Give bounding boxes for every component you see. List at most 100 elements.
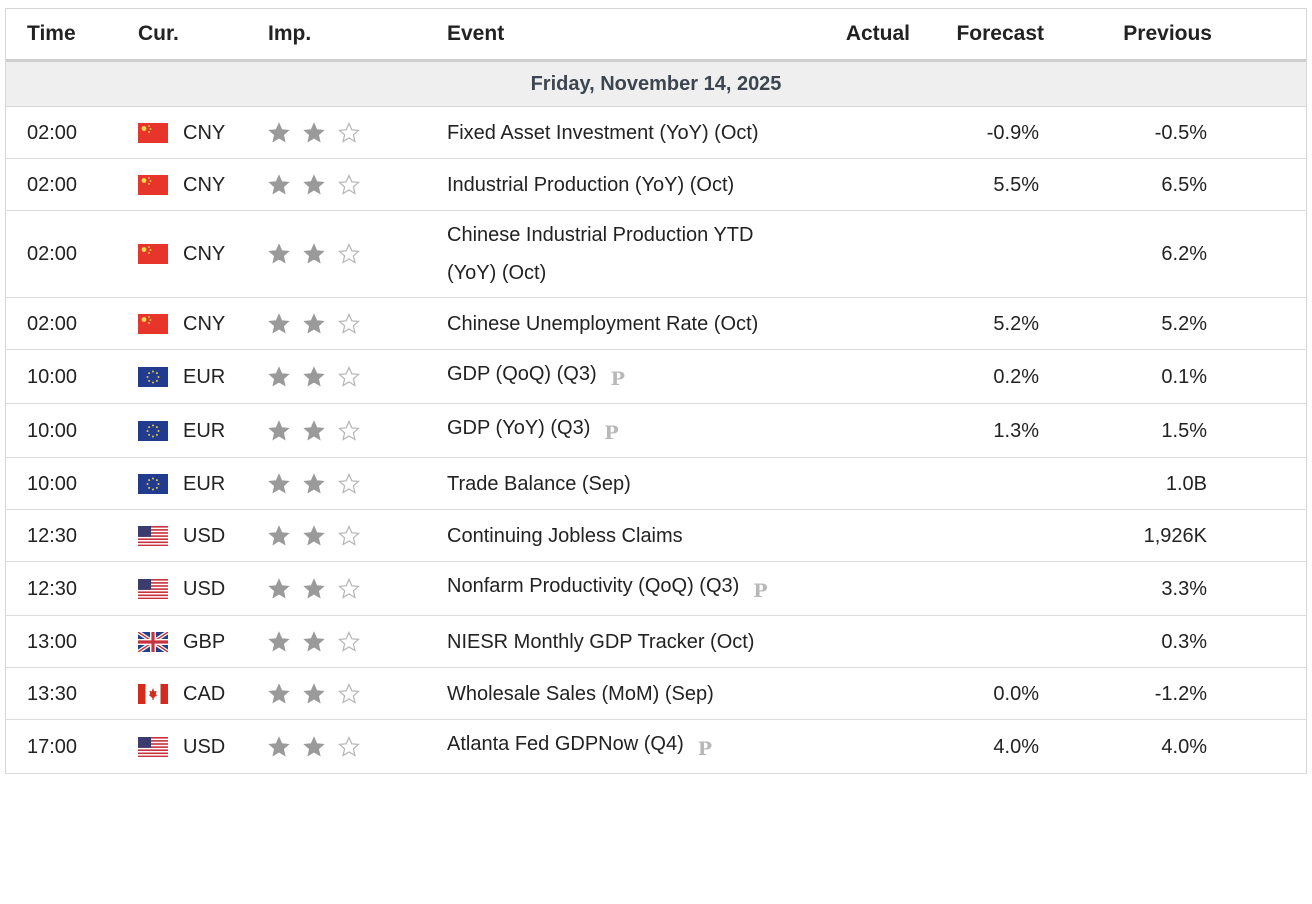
currency-cell: USD	[138, 517, 268, 555]
header-cell: Time	[27, 22, 76, 45]
header-cell: Actual	[845, 22, 910, 45]
flag	[138, 122, 168, 143]
currency-cell: CNY	[138, 235, 268, 273]
star-empty	[338, 524, 360, 546]
flag	[138, 525, 168, 546]
previous: -1.2%	[1154, 682, 1207, 705]
star-filled	[268, 419, 290, 441]
previous: -0.5%	[1154, 121, 1207, 144]
star-filled	[268, 682, 290, 704]
event-name: Chinese Industrial Production YTD (YoY) …	[447, 224, 754, 284]
event-cell: Nonfarm Productivity (QoQ) (Q3) P	[447, 567, 801, 610]
currency-cell: GBP	[138, 623, 268, 661]
forecast: -0.9%	[986, 121, 1039, 144]
star-filled	[303, 682, 325, 704]
currency: CNY	[183, 121, 226, 144]
time: 13:00	[27, 630, 78, 653]
star-filled	[268, 121, 290, 143]
flag	[138, 736, 168, 757]
currency: CAD	[183, 682, 226, 705]
importance	[268, 243, 447, 265]
time: 02:00	[27, 173, 78, 196]
time: 10:00	[27, 419, 78, 442]
event-name: GDP (YoY) (Q3)	[447, 417, 591, 439]
star-empty	[338, 630, 360, 652]
previous: 0.3%	[1161, 630, 1207, 653]
time: 10:00	[27, 365, 78, 388]
event-name: Atlanta Fed GDPNow (Q4)	[447, 733, 684, 755]
importance	[268, 577, 447, 600]
star-empty	[338, 472, 360, 494]
star-empty	[338, 121, 360, 143]
previous: 6.2%	[1161, 243, 1207, 265]
star-filled	[268, 243, 290, 264]
event-name: Wholesale Sales (MoM) (Sep)	[447, 682, 714, 705]
event-cell: Chinese Unemployment Rate (Oct)	[447, 305, 801, 343]
event-row: 10:00 EUR Trade Balance (Sep) 1.0B	[6, 458, 1306, 510]
event-row: 10:00 EUR GDP (YoY) (Q3) P 1.3% 1.5%	[6, 404, 1306, 458]
currency-cell: EUR	[138, 412, 268, 450]
event-name: GDP (QoQ) (Q3)	[447, 363, 597, 385]
currency: USD	[183, 735, 226, 758]
currency: GBP	[183, 630, 226, 653]
importance	[268, 472, 447, 495]
currency: CNY	[183, 173, 226, 196]
time: 13:30	[27, 682, 78, 705]
time: 02:00	[27, 243, 78, 265]
header-cell: Imp.	[268, 22, 312, 45]
event-cell: NIESR Monthly GDP Tracker (Oct)	[447, 623, 801, 661]
currency-cell: EUR	[138, 358, 268, 396]
event-cell: Atlanta Fed GDPNow (Q4) P	[447, 725, 801, 768]
time: 12:30	[27, 577, 78, 600]
star-filled	[268, 524, 290, 546]
flag	[138, 313, 168, 334]
event-name: Continuing Jobless Claims	[447, 524, 683, 547]
importance	[268, 735, 447, 758]
event-cell: Industrial Production (YoY) (Oct)	[447, 166, 801, 204]
currency: CNY	[183, 243, 226, 265]
star-filled	[268, 173, 290, 195]
event-cell: Chinese Industrial Production YTD (YoY) …	[447, 216, 801, 292]
previous: 6.5%	[1161, 173, 1207, 196]
currency-cell: CAD	[138, 675, 268, 713]
event-row: 12:30 USD Nonfarm Productivity (QoQ) (Q3) P…	[6, 562, 1306, 616]
time: 12:30	[27, 524, 78, 547]
flag	[138, 420, 168, 441]
currency: USD	[183, 524, 226, 547]
time: 02:00	[27, 121, 78, 144]
event-row: 13:30 CAD Wholesale Sales (MoM) (Sep) 0.0% -…	[6, 668, 1306, 720]
currency: CNY	[183, 312, 226, 335]
star-empty	[338, 312, 360, 334]
header-cell: Cur.	[138, 22, 179, 45]
time: 02:00	[27, 312, 78, 335]
star-filled	[268, 312, 290, 334]
preliminary-badge: P	[604, 422, 619, 444]
event-row: 02:00 CNY Chinese Unemployment Rate (Oct) 5…	[6, 298, 1306, 350]
preliminary-badge: P	[610, 368, 625, 390]
header-cell: Forecast	[956, 22, 1044, 45]
table-body: 02:00 CNY Fixed Asset Investment (YoY) (Oc…	[6, 107, 1306, 774]
previous: 1.5%	[1161, 419, 1207, 442]
preliminary-badge: P	[753, 580, 768, 602]
star-filled	[268, 472, 290, 494]
event-row: 17:00 USD Atlanta Fed GDPNow (Q4) P 4.0% 4.0%	[6, 720, 1306, 774]
previous: 3.3%	[1161, 577, 1207, 600]
previous: 1.0B	[1165, 472, 1207, 495]
star-filled	[303, 419, 325, 441]
flag	[138, 683, 168, 704]
star-empty	[338, 577, 360, 599]
previous: 4.0%	[1161, 735, 1207, 758]
importance	[268, 173, 447, 196]
event-row: 10:00 EUR GDP (QoQ) (Q3) P 0.2% 0.1%	[6, 350, 1306, 404]
forecast: 5.5%	[993, 173, 1039, 196]
previous: 1,926K	[1143, 524, 1207, 547]
event-row: 02:00 CNY Fixed Asset Investment (YoY) (Oc…	[6, 107, 1306, 159]
date-row: Friday, November 14, 2025	[6, 59, 1306, 107]
currency: USD	[183, 577, 226, 600]
importance	[268, 630, 447, 653]
forecast: 0.0%	[993, 682, 1039, 705]
event-name: Fixed Asset Investment (YoY) (Oct)	[447, 121, 759, 144]
star-filled	[268, 735, 290, 757]
star-filled	[303, 312, 325, 334]
